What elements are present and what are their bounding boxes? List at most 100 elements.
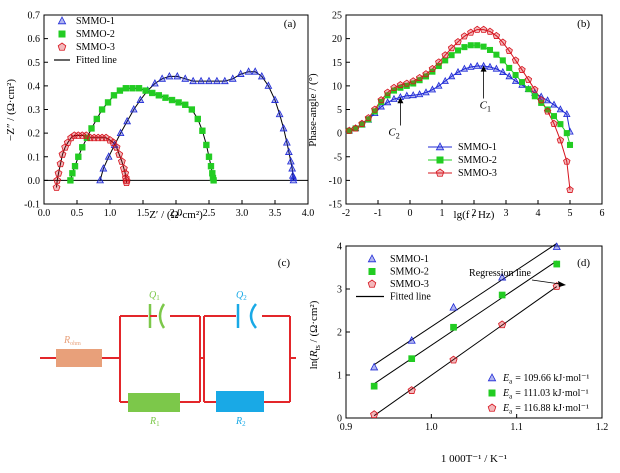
panel-b-point-smmo-2 — [442, 57, 449, 64]
panel-a-point-smmo-2 — [129, 85, 136, 92]
panel-b-point-smmo-1 — [435, 81, 443, 89]
panel-b-point-smmo-2 — [512, 71, 519, 79]
panel-b-point-smmo-2 — [566, 141, 574, 148]
panel-d-legend-label: SMMO-3 — [390, 279, 429, 290]
panel-a-point-smmo-1 — [158, 74, 167, 82]
panel-b-point-smmo-2 — [371, 108, 378, 115]
panel-a-point-smmo-1 — [286, 157, 295, 165]
panel-a-point-smmo-1 — [220, 76, 229, 85]
panel-b-point-smmo-1 — [505, 72, 513, 80]
panel-a-legend-marker-0 — [57, 16, 67, 25]
panel-b-point-smmo-3 — [435, 58, 443, 66]
panel-d-regression-label: Regression line — [469, 268, 531, 279]
panel-a-point-smmo-2 — [104, 99, 112, 106]
panel-b-point-smmo-2 — [499, 57, 506, 64]
panel-b-ytick-label: 5 — [337, 105, 342, 116]
panel-d-point-smmo-3 — [449, 355, 458, 364]
panel-b-point-smmo-3 — [358, 119, 366, 127]
circuit-r1-main: R — [149, 416, 156, 427]
panel-d-point-smmo-2 — [450, 323, 457, 331]
panel-d-ea-marker-2 — [487, 403, 497, 412]
panel-b-ylabel: Phase-angle / (°) — [307, 73, 319, 147]
panel-a-legend-marker-2 — [57, 42, 67, 51]
panel-d-xtick-label: 1.1 — [510, 422, 523, 433]
panel-a-point-smmo-3 — [122, 178, 131, 187]
circuit-q2-sub: 2 — [243, 294, 247, 302]
panel-a-xtick-label: 4.0 — [302, 208, 315, 219]
panel-d-point-smmo-1 — [370, 362, 379, 371]
panel-b-point-smmo-3 — [499, 38, 507, 46]
panel-a-point-smmo-2 — [142, 87, 149, 94]
panel-a-point-smmo-3 — [82, 131, 91, 139]
panel-a-point-smmo-1 — [275, 109, 284, 118]
panel-b-ytick-label: 0 — [337, 129, 342, 140]
panel-b-point-smmo-3 — [479, 25, 488, 33]
panel-d-ea-main: E — [502, 373, 509, 384]
panel-b-xtick-label: 1 — [440, 208, 445, 219]
panel-d-arrhenius-plot: 0.9 1.0 1.1 1.2 0 1 2 3 4 (d) 1 000T⁻¹ / K⁻¹ ln(… — [308, 242, 608, 466]
panel-b-point-smmo-2 — [563, 130, 570, 137]
panel-a-point-smmo-2 — [110, 92, 118, 99]
panel-a-legend-label: SMMO-3 — [76, 42, 115, 53]
panel-d-ytick-label: 2 — [337, 328, 342, 339]
circuit-r2-sub: 2 — [242, 420, 246, 428]
panel-b-legend-marker-1 — [436, 156, 444, 164]
panel-a-point-smmo-3 — [53, 176, 62, 184]
panel-a-point-smmo-2 — [199, 127, 206, 134]
panel-b-xtick-label: 3 — [504, 208, 509, 219]
panel-a-point-smmo-3 — [115, 150, 124, 158]
panel-b-point-smmo-2 — [467, 42, 474, 49]
panel-a-point-smmo-1 — [205, 76, 213, 85]
panel-d-ytick-label: 1 — [337, 371, 342, 382]
panel-b-point-smmo-2 — [506, 64, 513, 71]
panel-a-point-smmo-2 — [69, 170, 76, 177]
panel-a-point-smmo-1 — [257, 71, 266, 80]
panel-b-legend-label: SMMO-1 — [458, 142, 497, 153]
panel-d-ea-sub: a — [509, 393, 513, 401]
panel-a-point-smmo-3 — [102, 133, 110, 142]
panel-a-point-smmo-3 — [122, 176, 131, 184]
panel-b-point-smmo-3 — [428, 64, 437, 73]
panel-a-point-smmo-1 — [236, 69, 245, 77]
panel-b-annotation-sub: 2 — [396, 131, 400, 140]
panel-a-point-smmo-1 — [116, 128, 125, 137]
panel-d-markers — [370, 242, 561, 419]
panel-b-point-smmo-3 — [531, 85, 539, 93]
panel-b-point-smmo-3 — [447, 44, 456, 52]
panel-a-legend-label: SMMO-1 — [76, 16, 115, 27]
panel-b-ytick-label: -5 — [334, 152, 342, 163]
panel-b-xtick-label: 0 — [408, 208, 413, 219]
panel-d-xtick-label: 1.0 — [425, 422, 438, 433]
panel-b-ytick-label: 20 — [332, 34, 342, 45]
panel-b-point-smmo-1 — [403, 91, 411, 99]
panel-d-ytick-label: 3 — [337, 285, 342, 296]
panel-b-point-smmo-3 — [441, 51, 449, 59]
panel-b-annotation-main: C — [388, 126, 396, 138]
panel-a-fit-line-smmo-3 — [56, 135, 127, 188]
panel-b-point-smmo-3 — [563, 157, 571, 165]
panel-a-point-smmo-2 — [135, 85, 143, 92]
panel-b-xtick-label: 6 — [600, 208, 605, 219]
panel-d-ea-label: Ea = 111.03 kJ·mol⁻¹ — [502, 388, 589, 401]
panel-b-legend: SMMO-1 SMMO-2 SMMO-3 — [428, 142, 497, 179]
panel-b-point-smmo-2 — [518, 79, 526, 86]
panel-a-legend-label: SMMO-2 — [76, 29, 115, 40]
panel-a-point-smmo-2 — [162, 94, 169, 101]
circuit-cpe-q1-arc — [158, 303, 166, 329]
panel-a-point-smmo-1 — [99, 164, 108, 172]
panel-a-ticks: 0.0 0.5 1.0 1.5 2.0 2.5 3.0 3.5 4.0-0.10.00.10.2… — [24, 11, 314, 220]
panel-b-ytick-label: -10 — [329, 176, 342, 187]
circuit-q1-main: Q — [149, 290, 157, 301]
panel-b-annotation-arrowhead — [397, 97, 404, 104]
panel-d-ea-label: Ea = 116.88 kJ·mol⁻¹ — [502, 403, 589, 416]
circuit-cpe-q2-arc — [249, 303, 257, 329]
panel-b-point-smmo-1 — [486, 62, 494, 70]
panel-b-point-smmo-1 — [511, 76, 520, 84]
panel-b-annotation-c1: C1 — [480, 100, 491, 114]
panel-b-point-smmo-1 — [460, 64, 469, 72]
panel-b-annotation-arrowhead — [480, 65, 487, 72]
circuit-resistor-r1 — [128, 393, 180, 412]
